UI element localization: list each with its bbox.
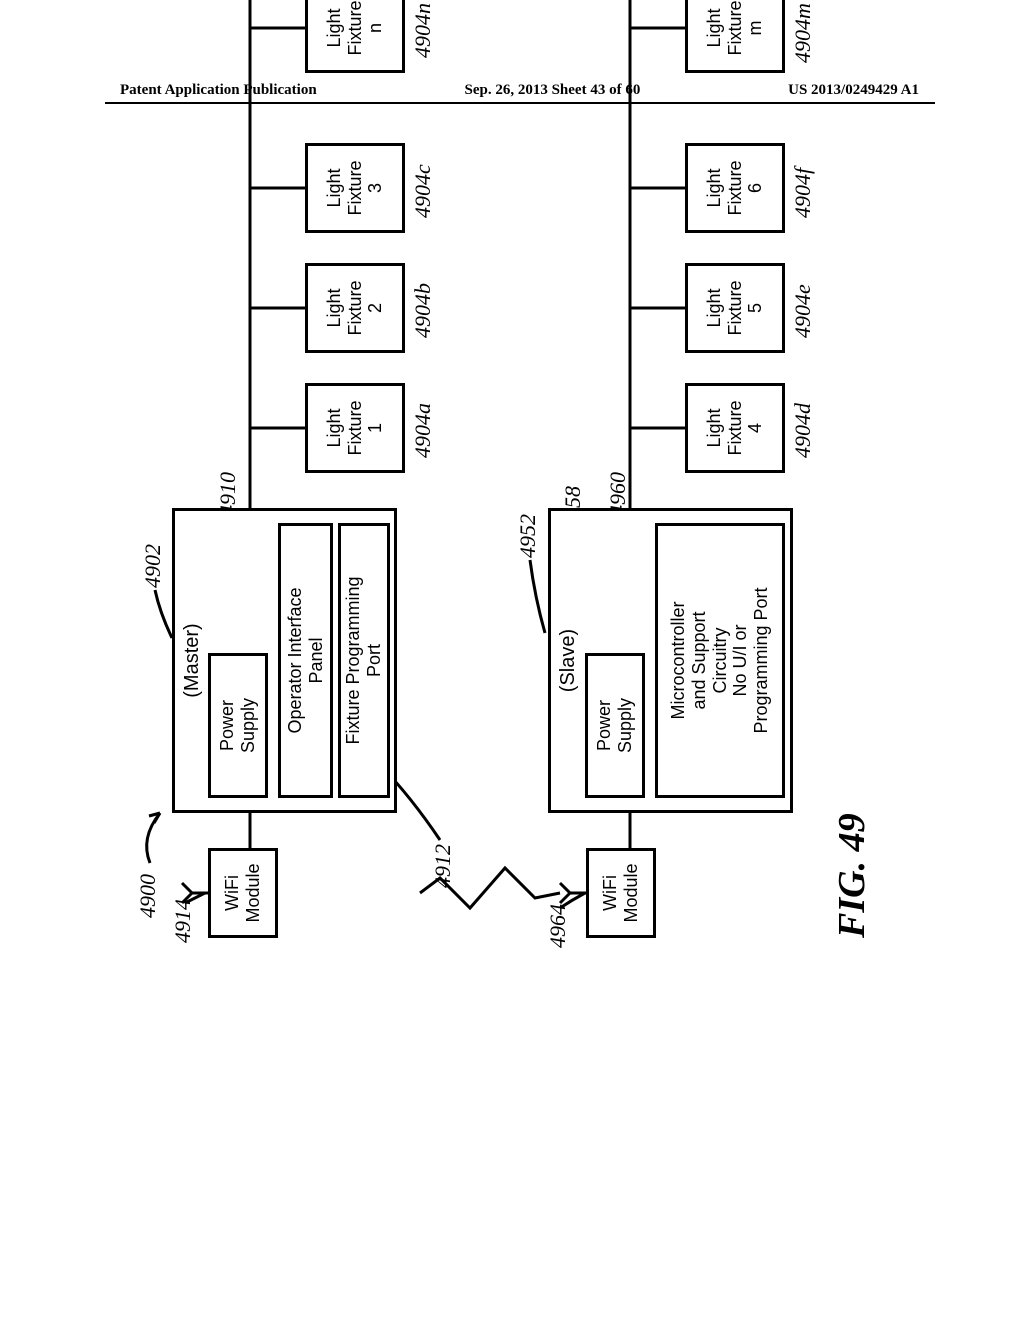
- operator-interface-panel: Operator Interface Panel: [278, 523, 333, 798]
- wifi-slave-label: WiFi Module: [600, 863, 641, 922]
- microcontroller-block: Microcontroller and Support Circuitry No…: [655, 523, 785, 798]
- master-power-label: Power Supply: [217, 698, 258, 753]
- page: Patent Application Publication Sep. 26, …: [0, 0, 1024, 1320]
- light-fixture-1: Light Fixture 1: [305, 383, 405, 473]
- light-fixture-3: Light Fixture 3: [305, 143, 405, 233]
- ref-4904f: 4904f: [790, 168, 816, 218]
- master-title: (Master): [181, 623, 204, 697]
- micro-label: Microcontroller and Support Circuitry No…: [668, 587, 771, 733]
- ref-4964: 4964: [545, 904, 571, 948]
- light-fixture-m: Light Fixture m: [685, 0, 785, 73]
- ref-4904e: 4904e: [790, 284, 816, 338]
- fixture-2-label: Light Fixture 2: [324, 281, 386, 336]
- light-fixture-5: Light Fixture 5: [685, 263, 785, 353]
- port-label: Fixture Programming Port: [343, 576, 384, 744]
- diagram-canvas: 4900 4902 4908 4910 4912 4914 4952 4958 …: [130, 188, 1024, 948]
- fixture-6-label: Light Fixture 6: [704, 161, 766, 216]
- panel-label: Operator Interface Panel: [285, 587, 326, 733]
- diagram-inner: 4900 4902 4908 4910 4912 4914 4952 4958 …: [130, 0, 890, 948]
- fixture-m-label: Light Fixture m: [704, 1, 766, 56]
- fixture-5-label: Light Fixture 5: [704, 281, 766, 336]
- ref-4904n: 4904n: [410, 3, 436, 58]
- light-fixture-n: Light Fixture n: [305, 0, 405, 73]
- antenna-icon: [180, 878, 210, 908]
- ref-4904m: 4904m: [790, 3, 816, 63]
- light-fixture-2: Light Fixture 2: [305, 263, 405, 353]
- master-power-supply: Power Supply: [208, 653, 268, 798]
- ref-4952: 4952: [515, 514, 541, 558]
- fixture-4-label: Light Fixture 4: [704, 401, 766, 456]
- ref-4904b: 4904b: [410, 283, 436, 338]
- wifi-module-master: WiFi Module: [208, 848, 278, 938]
- ref-4904a: 4904a: [410, 403, 436, 458]
- light-fixture-6: Light Fixture 6: [685, 143, 785, 233]
- ref-4902: 4902: [140, 544, 166, 588]
- figure-caption: FIG. 49: [830, 813, 874, 938]
- fixture-programming-port: Fixture Programming Port: [338, 523, 390, 798]
- wifi-module-slave: WiFi Module: [586, 848, 656, 938]
- ref-4904c: 4904c: [410, 164, 436, 218]
- ref-4912: 4912: [430, 844, 456, 888]
- slave-power-label: Power Supply: [594, 698, 635, 753]
- slave-title: (Slave): [557, 629, 580, 692]
- light-fixture-4: Light Fixture 4: [685, 383, 785, 473]
- wifi-master-label: WiFi Module: [222, 863, 263, 922]
- slave-power-supply: Power Supply: [585, 653, 645, 798]
- fixture-n-label: Light Fixture n: [324, 1, 386, 56]
- antenna-icon-2: [558, 878, 588, 908]
- ref-4904d: 4904d: [790, 403, 816, 458]
- fixture-3-label: Light Fixture 3: [324, 161, 386, 216]
- ref-4900: 4900: [135, 874, 161, 918]
- fixture-1-label: Light Fixture 1: [324, 401, 386, 456]
